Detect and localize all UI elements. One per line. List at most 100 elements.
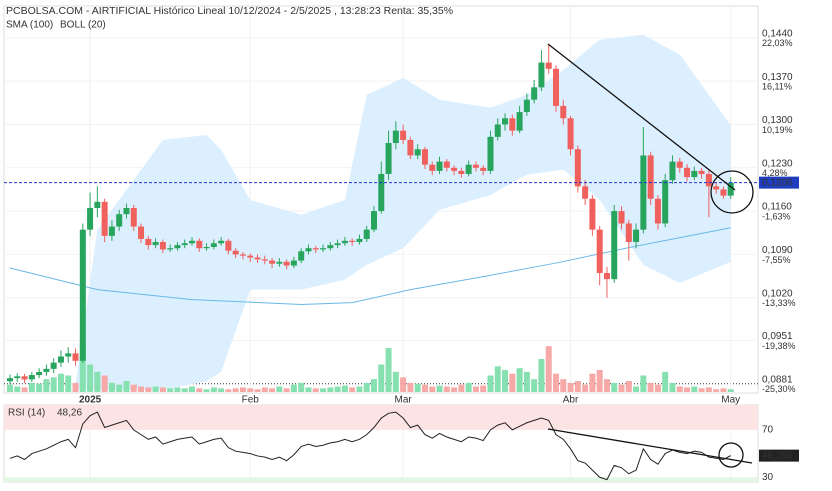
volume-bar bbox=[320, 388, 327, 392]
candle-body bbox=[239, 254, 246, 256]
volume-bar bbox=[378, 364, 385, 392]
volume-bar bbox=[36, 383, 43, 392]
volume-bar bbox=[727, 389, 734, 392]
candle-body bbox=[662, 180, 669, 224]
volume-bar bbox=[494, 366, 501, 392]
candle-body bbox=[181, 243, 188, 246]
volume-bar bbox=[523, 371, 530, 392]
volume-bar bbox=[625, 381, 632, 392]
candle-body bbox=[116, 214, 123, 227]
volume-bar bbox=[218, 388, 225, 392]
volume-bar bbox=[298, 382, 305, 392]
candle-body bbox=[167, 248, 174, 250]
highlight-circle bbox=[710, 170, 754, 214]
volume-bar bbox=[196, 388, 203, 392]
candle-body bbox=[385, 143, 392, 174]
volume-bar bbox=[567, 382, 574, 392]
volume-bar bbox=[545, 346, 552, 392]
oversold-zone bbox=[4, 477, 758, 482]
volume-bar bbox=[633, 386, 640, 392]
volume-bar bbox=[582, 384, 589, 392]
rsi-tick-label: 30 bbox=[762, 472, 774, 483]
volume-bar bbox=[611, 382, 618, 392]
volume-bar bbox=[101, 375, 108, 392]
candle-body bbox=[705, 173, 712, 187]
volume-bar bbox=[480, 385, 487, 392]
candle-body bbox=[458, 170, 465, 174]
candle-body bbox=[684, 167, 691, 178]
volume-bar bbox=[502, 370, 509, 392]
volume-bar bbox=[429, 386, 436, 392]
candle-body bbox=[123, 207, 130, 215]
volume-bar bbox=[596, 370, 603, 392]
volume-bar bbox=[640, 375, 647, 392]
rsi-title: RSI (14) bbox=[8, 408, 45, 419]
candle-body bbox=[545, 62, 552, 69]
candle-body bbox=[72, 353, 79, 361]
volume-bar bbox=[203, 389, 210, 392]
candle-body bbox=[36, 371, 43, 376]
candle-body bbox=[312, 248, 319, 250]
pct-label: 10,19% bbox=[762, 125, 793, 135]
candle-body bbox=[159, 242, 166, 250]
candle-body bbox=[596, 229, 603, 273]
y-tick-label: 0,1230 bbox=[762, 158, 793, 169]
volume-bar bbox=[691, 386, 698, 392]
pct-label: 22,03% bbox=[762, 38, 793, 48]
candle-body bbox=[363, 229, 370, 239]
candle-body bbox=[203, 246, 210, 249]
rsi-last-box bbox=[759, 449, 799, 462]
candle-body bbox=[378, 173, 385, 212]
candle-body bbox=[691, 170, 698, 178]
candle-body bbox=[356, 238, 363, 243]
volume-bar bbox=[254, 389, 261, 392]
volume-bar bbox=[531, 379, 538, 392]
pct-label: 16,11% bbox=[762, 82, 792, 92]
candle-body bbox=[698, 170, 705, 174]
volume-bar bbox=[305, 387, 312, 392]
volume-bar bbox=[312, 388, 319, 392]
volume-bar bbox=[225, 389, 232, 392]
volume-bar bbox=[458, 384, 465, 392]
volume-bar bbox=[349, 387, 356, 392]
pct-label: 4,28% bbox=[762, 168, 788, 178]
volume-bar bbox=[538, 359, 545, 392]
volume-bar bbox=[436, 385, 443, 392]
candle-body bbox=[21, 376, 28, 380]
candle-body bbox=[247, 255, 254, 258]
volume-bar bbox=[647, 382, 654, 392]
last-price-box bbox=[759, 176, 799, 189]
candle-body bbox=[305, 248, 312, 252]
candle-body bbox=[421, 149, 428, 165]
candle-body bbox=[218, 240, 225, 244]
candle-body bbox=[429, 164, 436, 171]
candle-body bbox=[494, 124, 501, 137]
y-tick-label: 0,0881 bbox=[762, 374, 793, 385]
candle-body bbox=[589, 198, 596, 230]
volume-bar bbox=[79, 341, 86, 392]
y-tick-label: 0,1020 bbox=[762, 288, 793, 299]
volume-bar bbox=[145, 387, 152, 392]
candle-body bbox=[371, 211, 377, 230]
pct-label: -19,38% bbox=[762, 341, 796, 351]
candle-body bbox=[414, 149, 421, 156]
candle-body bbox=[603, 272, 610, 280]
volume-bar bbox=[138, 386, 145, 392]
candle-body bbox=[101, 201, 108, 236]
legend-entry: SMA (100) bbox=[6, 20, 53, 31]
candle-body bbox=[94, 201, 101, 208]
candle-body bbox=[232, 250, 239, 255]
last-price-label: 0,1206 bbox=[762, 177, 793, 188]
volume-bar bbox=[167, 388, 174, 392]
volume-bar bbox=[50, 377, 57, 392]
volume-bar bbox=[334, 386, 341, 392]
candle-body bbox=[28, 375, 35, 380]
candle-body bbox=[50, 362, 57, 369]
volume-bar bbox=[247, 388, 254, 392]
volume-bar bbox=[269, 388, 276, 392]
volume-bar bbox=[654, 384, 661, 392]
rsi-last: 48,26 bbox=[57, 408, 82, 419]
candle-body bbox=[560, 105, 567, 119]
volume-bar bbox=[7, 384, 13, 392]
